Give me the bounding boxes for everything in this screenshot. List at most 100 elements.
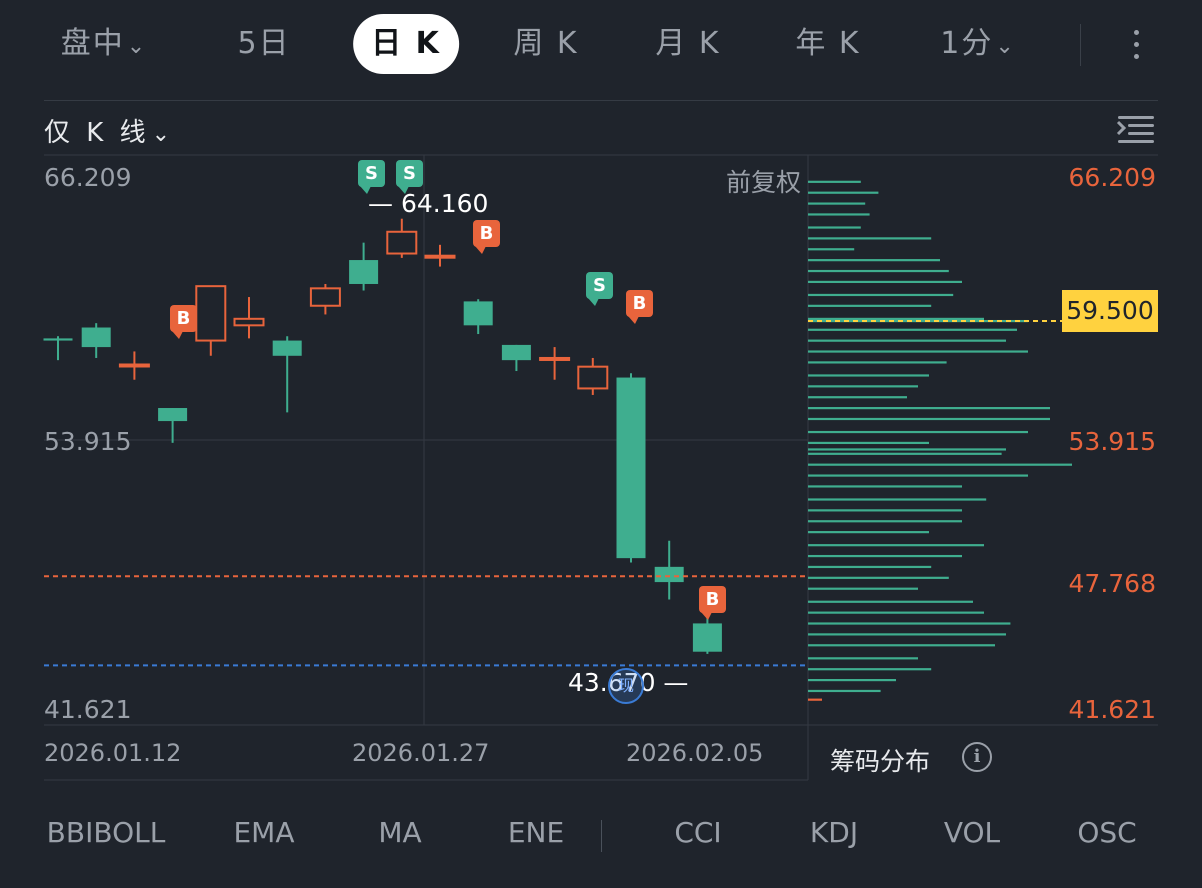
x-axis-date: 2026.02.05 xyxy=(626,739,764,767)
chip-bar xyxy=(808,396,907,399)
tab-intraday[interactable]: 盘中⌄ xyxy=(61,14,147,74)
tab-five-day[interactable]: 5日 xyxy=(237,26,291,61)
chip-bar xyxy=(808,339,1006,342)
info-icon[interactable]: i xyxy=(962,742,992,772)
chip-bar xyxy=(808,509,962,512)
chip-bar xyxy=(808,430,1028,434)
chip-bar xyxy=(808,587,918,590)
tab-monthly-k[interactable]: 月 K xyxy=(655,26,721,61)
y-axis-label-left: 53.915 xyxy=(44,427,132,456)
chip-bar xyxy=(808,565,932,569)
chip-bar xyxy=(808,441,929,445)
chip-bar xyxy=(808,678,896,682)
candle xyxy=(424,244,456,267)
chip-distribution-title[interactable]: 筹码分布 xyxy=(830,747,931,776)
buy-signal-icon[interactable]: B xyxy=(473,220,500,254)
chip-bar xyxy=(808,202,866,205)
chip-bar xyxy=(808,633,1006,636)
chip-bar xyxy=(808,385,918,388)
indicator-kdj[interactable]: KDJ xyxy=(809,816,859,849)
x-axis-date: 2026.01.27 xyxy=(352,739,490,767)
chip-bar xyxy=(808,520,962,523)
chip-distribution xyxy=(808,180,1072,701)
tab-daily-k[interactable]: 日 K xyxy=(353,14,459,74)
chip-bar xyxy=(808,474,1028,477)
chip-bar xyxy=(808,293,954,297)
candle xyxy=(233,297,265,339)
divider xyxy=(44,100,1158,101)
high-price-value: 64.160 xyxy=(400,189,489,218)
chip-bar xyxy=(808,611,984,614)
candle xyxy=(272,336,302,413)
tab-one-minute[interactable]: 1分⌄ xyxy=(940,14,1016,74)
chip-bar xyxy=(808,417,1050,421)
buy-signal-icon[interactable]: B xyxy=(699,586,726,620)
indicator-bbiboll[interactable]: BBIBOLL xyxy=(46,816,166,849)
candle xyxy=(118,351,150,380)
more-options-icon[interactable] xyxy=(1118,22,1154,68)
high-price-annotation: — 64.160 xyxy=(368,189,489,218)
x-axis-date: 2026.01.12 xyxy=(44,739,182,767)
chip-bar xyxy=(808,448,1006,451)
tab-one-minute-label: 1分 xyxy=(940,26,994,61)
chip-bar xyxy=(808,576,949,579)
chip-bar xyxy=(808,269,949,273)
chip-bar xyxy=(808,531,929,534)
chart-mode-dropdown[interactable]: 仅 K 线⌄ xyxy=(44,112,174,149)
chip-bar xyxy=(808,698,822,701)
tab-divider xyxy=(1080,24,1081,66)
y-axis-label-right: 66.209 xyxy=(1068,163,1156,192)
arrow-icon xyxy=(1116,120,1127,136)
candle xyxy=(616,373,646,563)
sell-signal-icon[interactable]: S xyxy=(358,160,385,194)
chip-bar xyxy=(808,328,1017,331)
chip-bar xyxy=(808,668,932,671)
y-axis-label-right: 41.621 xyxy=(1068,695,1156,724)
y-axis-label-left: 41.621 xyxy=(44,695,132,724)
candle xyxy=(81,323,111,358)
chip-bar xyxy=(808,407,1050,410)
indicator-vol[interactable]: VOL xyxy=(943,816,1001,849)
current-marker-icon[interactable]: 现 xyxy=(608,668,644,704)
chip-bar xyxy=(808,226,861,229)
reference-lines xyxy=(44,319,1062,667)
chip-bar xyxy=(808,350,1028,353)
collapse-menu-icon[interactable] xyxy=(1116,110,1156,150)
y-axis-label-right: 53.915 xyxy=(1068,427,1156,456)
chip-bar xyxy=(808,248,855,251)
chip-bar xyxy=(808,622,1011,625)
buy-signal-icon[interactable]: B xyxy=(626,290,653,324)
tab-yearly-k[interactable]: 年 K xyxy=(795,26,861,61)
period-tabs: 盘中⌄ 5日 日 K 周 K 月 K 年 K 1分⌄ xyxy=(0,0,1202,90)
chip-bar xyxy=(808,213,870,216)
chevron-down-icon: ⌄ xyxy=(995,34,1016,59)
chip-bar xyxy=(808,259,940,262)
candle xyxy=(692,608,722,654)
chip-bar xyxy=(808,374,929,377)
chip-bar xyxy=(808,554,962,558)
y-axis-label-right: 47.768 xyxy=(1068,569,1156,598)
chart-mode-label: 仅 K 线 xyxy=(44,118,150,148)
adjustment-label[interactable]: 前复权 xyxy=(726,168,802,197)
sell-signal-icon[interactable]: S xyxy=(396,160,423,194)
chip-bar xyxy=(808,600,973,603)
buy-signal-icon[interactable]: B xyxy=(170,305,197,339)
chip-bar xyxy=(808,280,962,284)
indicator-ene[interactable]: ENE xyxy=(507,816,565,849)
sell-signal-icon[interactable]: S xyxy=(586,272,613,306)
chip-bar xyxy=(808,452,1002,455)
indicator-ma[interactable]: MA xyxy=(378,816,422,849)
candle xyxy=(501,344,531,372)
candle xyxy=(349,242,379,291)
chip-bar xyxy=(808,237,932,240)
candle xyxy=(654,540,684,600)
tab-weekly-k[interactable]: 周 K xyxy=(513,26,579,61)
candle xyxy=(195,285,227,356)
chip-bar xyxy=(808,544,984,547)
indicator-osc[interactable]: OSC xyxy=(1077,816,1137,849)
chip-bar xyxy=(808,304,932,307)
indicator-cci[interactable]: CCI xyxy=(674,816,722,849)
candle xyxy=(43,336,73,361)
indicator-ema[interactable]: EMA xyxy=(233,816,295,849)
